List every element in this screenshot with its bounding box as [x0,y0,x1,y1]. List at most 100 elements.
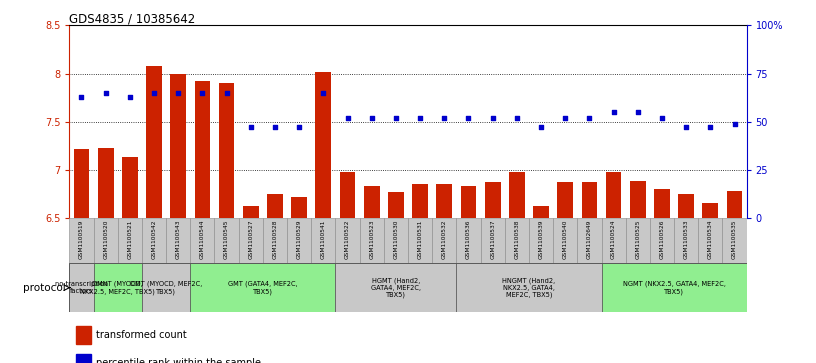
Bar [630,181,645,218]
Text: GSM1100539: GSM1100539 [539,219,543,259]
Bar [219,83,234,218]
Text: GSM1100525: GSM1100525 [636,219,641,259]
Point [462,115,475,121]
Point [317,90,330,95]
Bar [94,263,142,312]
Text: GMT (GATA4, MEF2C,
TBX5): GMT (GATA4, MEF2C, TBX5) [228,281,298,295]
Text: GSM1100538: GSM1100538 [514,219,519,259]
Bar [485,182,500,218]
Point [414,115,427,121]
Text: GSM1100521: GSM1100521 [127,219,132,258]
Bar [316,72,331,218]
Bar [69,263,94,312]
Point [148,90,161,95]
Bar [335,263,456,312]
Point [583,115,596,121]
Text: no transcription
factors: no transcription factors [55,281,108,294]
Text: GSM1100527: GSM1100527 [248,219,253,259]
Bar [601,263,747,312]
Point [366,115,379,121]
Bar [287,218,311,263]
Text: GSM1100543: GSM1100543 [175,219,180,259]
Text: GSM1100537: GSM1100537 [490,219,495,259]
Bar [238,218,263,263]
Bar [432,218,456,263]
Text: GSM1100529: GSM1100529 [297,219,302,259]
Bar [678,194,694,218]
Bar [142,263,190,312]
Bar [582,182,597,218]
Bar [360,218,384,263]
Bar [509,172,525,218]
Point [341,115,354,121]
Bar [267,194,283,218]
Bar [605,172,622,218]
Bar [388,192,404,218]
Text: HGMT (Hand2,
GATA4, MEF2C,
TBX5): HGMT (Hand2, GATA4, MEF2C, TBX5) [371,277,421,298]
Bar [601,218,626,263]
Bar [98,148,113,218]
Point [171,90,184,95]
Text: HNGMT (Hand2,
NKX2.5, GATA4,
MEF2C, TBX5): HNGMT (Hand2, NKX2.5, GATA4, MEF2C, TBX5… [503,277,556,298]
Bar [460,186,477,218]
Point [268,125,282,130]
Text: DMNT (MYOCD,
NKX2.5, MEF2C, TBX5): DMNT (MYOCD, NKX2.5, MEF2C, TBX5) [80,281,155,295]
Point [728,121,741,126]
Point [75,94,88,99]
Bar [722,218,747,263]
Point [607,109,620,115]
Text: GSM1100519: GSM1100519 [79,219,84,258]
Bar [69,218,94,263]
Bar [146,66,162,218]
Bar [553,218,577,263]
Text: GSM1100530: GSM1100530 [393,219,398,259]
Bar [194,81,211,218]
Bar [73,148,89,218]
Bar [626,218,650,263]
Text: NGMT (NKX2.5, GATA4, MEF2C,
TBX5): NGMT (NKX2.5, GATA4, MEF2C, TBX5) [623,281,725,295]
Bar [456,218,481,263]
Bar [335,218,360,263]
Text: GSM1100531: GSM1100531 [418,219,423,258]
Bar [481,218,505,263]
Point [196,90,209,95]
Point [244,125,257,130]
Bar [171,73,186,218]
Bar [142,218,166,263]
Text: GSM1100528: GSM1100528 [273,219,277,259]
Bar [557,182,573,218]
Text: GSM1100533: GSM1100533 [684,219,689,259]
Point [704,125,717,130]
Bar [529,218,553,263]
Bar [437,184,452,218]
Bar [243,206,259,218]
Bar [118,218,142,263]
Bar [190,218,215,263]
Point [655,115,668,121]
Bar [654,189,670,218]
Text: GSM1100520: GSM1100520 [103,219,109,259]
Point [680,125,693,130]
Bar [311,218,335,263]
Bar [76,326,91,344]
Bar [364,186,379,218]
Bar [76,354,91,363]
Text: GSM1100526: GSM1100526 [659,219,664,258]
Text: transformed count: transformed count [96,330,187,340]
Text: GSM1100545: GSM1100545 [224,219,229,259]
Bar [339,172,356,218]
Bar [166,218,190,263]
Point [99,90,112,95]
Point [389,115,402,121]
Bar [94,218,118,263]
Bar [456,263,601,312]
Bar [412,184,428,218]
Bar [698,218,722,263]
Point [534,125,548,130]
Text: GSM1100544: GSM1100544 [200,219,205,259]
Bar [384,218,408,263]
Point [559,115,572,121]
Bar [727,191,743,218]
Text: GSM1100542: GSM1100542 [152,219,157,259]
Point [486,115,499,121]
